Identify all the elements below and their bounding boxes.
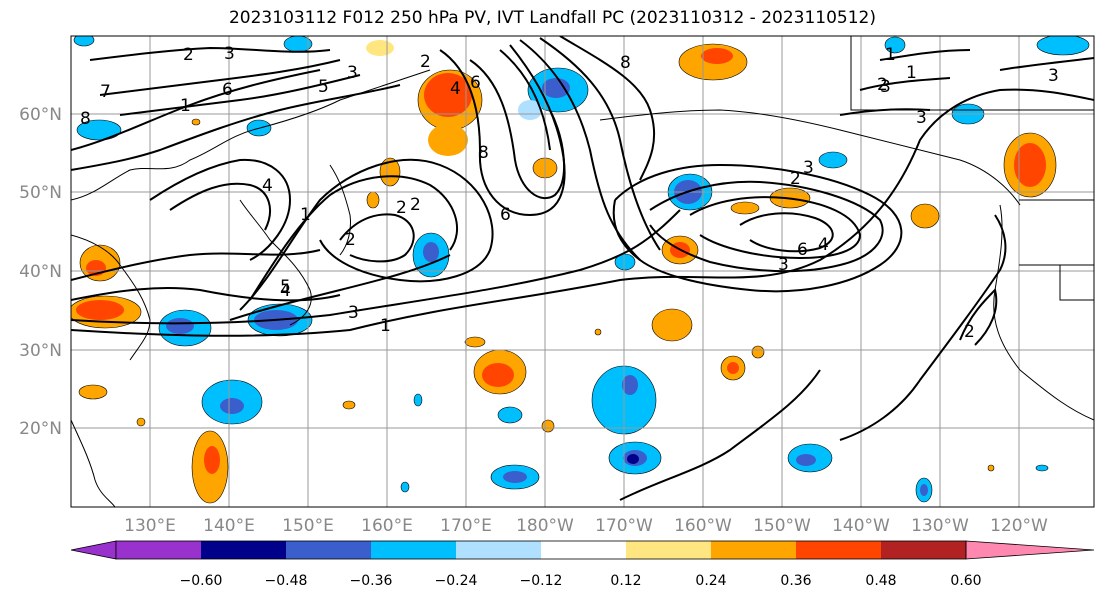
- svg-text:2: 2: [396, 198, 407, 218]
- svg-text:4: 4: [450, 79, 461, 99]
- colorbar-segment: [371, 541, 456, 559]
- svg-text:3: 3: [916, 108, 927, 128]
- colorbar-tick: 0.12: [610, 573, 641, 589]
- colorbar: −0.60 −0.48 −0.36 −0.24 −0.12 0.12 0.24 …: [70, 540, 1095, 589]
- svg-text:2: 2: [790, 169, 801, 189]
- svg-text:1: 1: [180, 96, 191, 116]
- lon-label-170w: 170°W: [595, 516, 653, 536]
- colorbar-tick: −0.60: [180, 573, 223, 589]
- lon-label-140e: 140°E: [203, 516, 255, 536]
- svg-text:7: 7: [100, 82, 111, 102]
- lon-label-160w: 160°W: [674, 516, 732, 536]
- lat-label-30n: 30°N: [19, 341, 62, 361]
- gridlines: [71, 36, 1094, 507]
- svg-text:4: 4: [280, 281, 291, 301]
- map-frame: [70, 35, 1095, 508]
- svg-text:1: 1: [906, 63, 917, 83]
- longitude-labels: 130°E 140°E 150°E 160°E 170°E 180°W 170°…: [124, 516, 1048, 536]
- colorbar-segment: [116, 541, 201, 559]
- svg-text:2: 2: [877, 75, 888, 95]
- svg-text:2: 2: [410, 195, 421, 215]
- svg-text:2: 2: [345, 230, 356, 250]
- svg-text:2: 2: [420, 52, 431, 72]
- colorbar-segment: [796, 541, 881, 559]
- colorbar-tick: −0.36: [350, 573, 393, 589]
- pv-contours: [71, 36, 1094, 501]
- colorbar-tick: 0.48: [865, 573, 896, 589]
- lat-label-40n: 40°N: [19, 262, 62, 282]
- colorbar-tick: −0.12: [520, 573, 563, 589]
- lon-label-150w: 150°W: [753, 516, 811, 536]
- colorbar-segment: [286, 541, 371, 559]
- lon-label-120w: 120°W: [990, 516, 1048, 536]
- svg-text:6: 6: [222, 80, 233, 100]
- colorbar-tick: −0.24: [435, 573, 478, 589]
- svg-text:6: 6: [797, 240, 808, 260]
- colorbar-ticks: −0.60 −0.48 −0.36 −0.24 −0.12 0.12 0.24 …: [180, 573, 982, 589]
- svg-text:3: 3: [224, 44, 235, 64]
- colorbar-segment: [626, 541, 711, 559]
- latitude-labels: 60°N 50°N 40°N 30°N 20°N: [19, 105, 62, 439]
- lat-label-20n: 20°N: [19, 419, 62, 439]
- svg-text:8: 8: [620, 53, 631, 73]
- svg-text:3: 3: [348, 303, 359, 323]
- colorbar-extend-high: [965, 540, 1095, 560]
- colorbar-extend-low: [70, 540, 117, 560]
- svg-text:5: 5: [318, 77, 329, 97]
- colorbar-tick: 0.24: [695, 573, 726, 589]
- svg-text:4: 4: [262, 176, 273, 196]
- colorbar-segment: [541, 541, 626, 559]
- contour-labels: 2 3 7 6 5 8 1 3 2 4 6 8 6 4 2 2 1 2 5 4 …: [80, 44, 1059, 342]
- svg-text:2: 2: [964, 322, 975, 342]
- colorbar-segment: [456, 541, 541, 559]
- svg-text:3: 3: [880, 77, 891, 97]
- svg-text:8: 8: [80, 109, 91, 129]
- map-title: 2023103112 F012 250 hPa PV, IVT Landfall…: [228, 8, 876, 28]
- colorbar-tick: 0.36: [780, 573, 811, 589]
- lat-label-60n: 60°N: [19, 105, 62, 125]
- colorbar-segment: [711, 541, 796, 559]
- svg-text:1: 1: [885, 45, 896, 65]
- lon-label-130e: 130°E: [124, 516, 176, 536]
- svg-text:4: 4: [818, 235, 829, 255]
- lon-label-160e: 160°E: [361, 516, 413, 536]
- colorbar-segment: [201, 541, 286, 559]
- colorbar-tick: −0.48: [265, 573, 308, 589]
- svg-text:3: 3: [803, 158, 814, 178]
- svg-text:3: 3: [1048, 66, 1059, 86]
- lon-label-150e: 150°E: [282, 516, 334, 536]
- lon-label-130w: 130°W: [911, 516, 969, 536]
- svg-text:3: 3: [778, 255, 789, 275]
- svg-text:8: 8: [478, 143, 489, 163]
- lat-label-50n: 50°N: [19, 183, 62, 203]
- svg-text:6: 6: [500, 205, 511, 225]
- lon-label-180w: 180°W: [516, 516, 574, 536]
- colorbar-tick: 0.60: [950, 573, 981, 589]
- lon-label-140w: 140°W: [832, 516, 890, 536]
- svg-text:5: 5: [280, 277, 291, 297]
- colorbar-segment: [881, 541, 966, 559]
- svg-text:2: 2: [183, 45, 194, 65]
- svg-text:3: 3: [347, 63, 358, 83]
- svg-text:1: 1: [380, 316, 391, 336]
- svg-text:6: 6: [470, 73, 481, 93]
- svg-text:1: 1: [300, 205, 311, 225]
- lon-label-170e: 170°E: [440, 516, 492, 536]
